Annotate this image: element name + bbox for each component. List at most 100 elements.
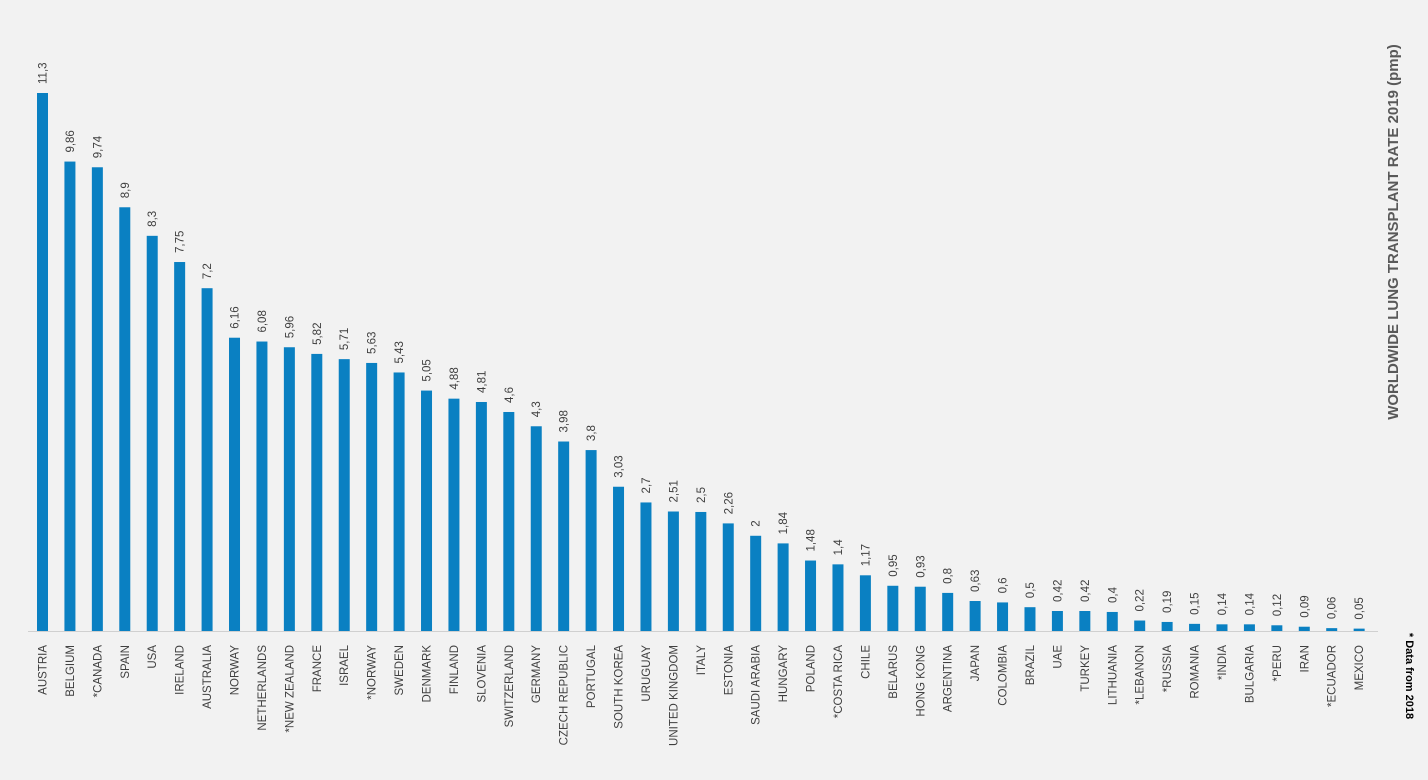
value-label: 5,82	[312, 323, 324, 345]
bar-india	[1216, 624, 1228, 631]
bar-peru	[1271, 625, 1283, 631]
value-label: 6,08	[257, 310, 269, 332]
value-label: 0,63	[970, 570, 982, 592]
value-label: 5,96	[284, 316, 296, 338]
value-label: 0,93	[915, 555, 927, 577]
bars-group	[37, 93, 1365, 631]
category-label: UNITED KINGDOM	[668, 645, 680, 746]
bar-switzerland	[503, 411, 515, 631]
value-label: 7,2	[202, 263, 214, 279]
category-label: *PERU	[1272, 645, 1284, 681]
value-label: 0,19	[1162, 591, 1174, 613]
category-label: IRELAND	[175, 645, 187, 695]
value-label: 4,6	[504, 387, 516, 403]
category-label: GERMANY	[531, 645, 543, 703]
bar-netherlands	[256, 341, 268, 631]
category-label: BRAZIL	[1025, 644, 1037, 685]
value-label: 0,42	[1080, 580, 1092, 602]
bar-hong-kong	[914, 586, 926, 631]
category-label: SWITZERLAND	[504, 645, 516, 727]
category-label: BELGIUM	[65, 645, 77, 697]
bar-lebanon	[1134, 620, 1146, 631]
value-label: 0,09	[1299, 595, 1311, 617]
bar-canada	[91, 167, 103, 631]
category-label: PORTUGAL	[586, 644, 598, 708]
category-label: FINLAND	[449, 645, 461, 694]
value-label: 5,05	[422, 359, 434, 381]
category-label: CHILE	[860, 645, 872, 679]
value-label: 4,3	[531, 401, 543, 417]
value-label: 2,26	[723, 492, 735, 514]
category-label: IRAN	[1299, 645, 1311, 672]
bar-japan	[969, 601, 981, 631]
value-label: 6,16	[230, 306, 242, 328]
value-label: 1,17	[860, 544, 872, 566]
value-label: 5,63	[367, 332, 379, 354]
bar-brazil	[1024, 607, 1036, 631]
value-label: 0,95	[888, 554, 900, 576]
category-label: URUGUAY	[641, 645, 653, 702]
value-label: 4,88	[449, 367, 461, 389]
bar-ireland	[174, 262, 186, 631]
bar-usa	[146, 235, 158, 631]
category-label: MEXICO	[1354, 645, 1366, 690]
bar-uruguay	[640, 502, 652, 631]
value-label: 3,8	[586, 425, 598, 441]
value-label: 2,5	[696, 487, 708, 503]
bar-south-korea	[613, 486, 625, 631]
bar-colombia	[997, 602, 1009, 631]
category-label: UAE	[1052, 645, 1064, 669]
category-label: *NORWAY	[367, 645, 379, 700]
category-label: SPAIN	[120, 645, 132, 679]
bar-france	[311, 353, 323, 631]
category-label: TURKEY	[1080, 645, 1092, 692]
value-label: 7,75	[175, 231, 187, 253]
bar-costa-rica	[832, 564, 844, 631]
bar-ecuador	[1326, 628, 1338, 631]
value-label: 3,98	[559, 410, 571, 432]
value-label: 8,3	[147, 211, 159, 227]
category-label: SLOVENIA	[476, 645, 488, 703]
bar-slovenia	[475, 401, 487, 631]
category-label: *INDIA	[1217, 645, 1229, 680]
bar-belgium	[64, 161, 76, 631]
value-label: 2,7	[641, 477, 653, 493]
value-label: 4,81	[476, 371, 488, 393]
value-label: 2	[751, 520, 763, 526]
category-label: ROMANIA	[1190, 645, 1202, 699]
value-label: 0,42	[1052, 580, 1064, 602]
value-label: 0,14	[1217, 592, 1229, 615]
category-label: JAPAN	[970, 645, 982, 681]
bar-norway	[229, 337, 241, 631]
bar-australia	[201, 288, 213, 631]
category-label: *COSTA RICA	[833, 645, 845, 719]
value-label: 9,86	[65, 130, 77, 152]
value-label: 11,3	[38, 62, 50, 84]
bar-israel	[338, 359, 350, 631]
category-label: BELARUS	[888, 645, 900, 699]
category-label: ISRAEL	[339, 644, 351, 686]
value-label: 0,06	[1327, 597, 1339, 619]
value-label: 1,4	[833, 539, 845, 556]
bar-norway	[366, 362, 378, 631]
category-label: SAUDI ARABIA	[751, 645, 763, 725]
bar-denmark	[421, 390, 433, 631]
value-label: 0,22	[1135, 589, 1147, 611]
value-label: 0,6	[998, 577, 1010, 593]
bar-romania	[1189, 623, 1201, 631]
bar-portugal	[585, 450, 597, 631]
category-label: NETHERLANDS	[257, 645, 269, 731]
value-label: 0,14	[1244, 592, 1256, 615]
category-label: POLAND	[806, 645, 818, 692]
category-label: ARGENTINA	[943, 645, 955, 712]
category-label: COLOMBIA	[998, 645, 1010, 706]
category-label: *RUSSIA	[1162, 645, 1174, 693]
category-label: HUNGARY	[778, 645, 790, 703]
bar-saudi-arabia	[750, 535, 762, 631]
category-label: NORWAY	[230, 645, 242, 696]
chart-footnote: * Data from 2018	[1403, 633, 1415, 719]
category-label: *NEW ZEALAND	[284, 645, 296, 733]
category-label: SOUTH KOREA	[614, 645, 626, 729]
bar-italy	[695, 511, 707, 631]
